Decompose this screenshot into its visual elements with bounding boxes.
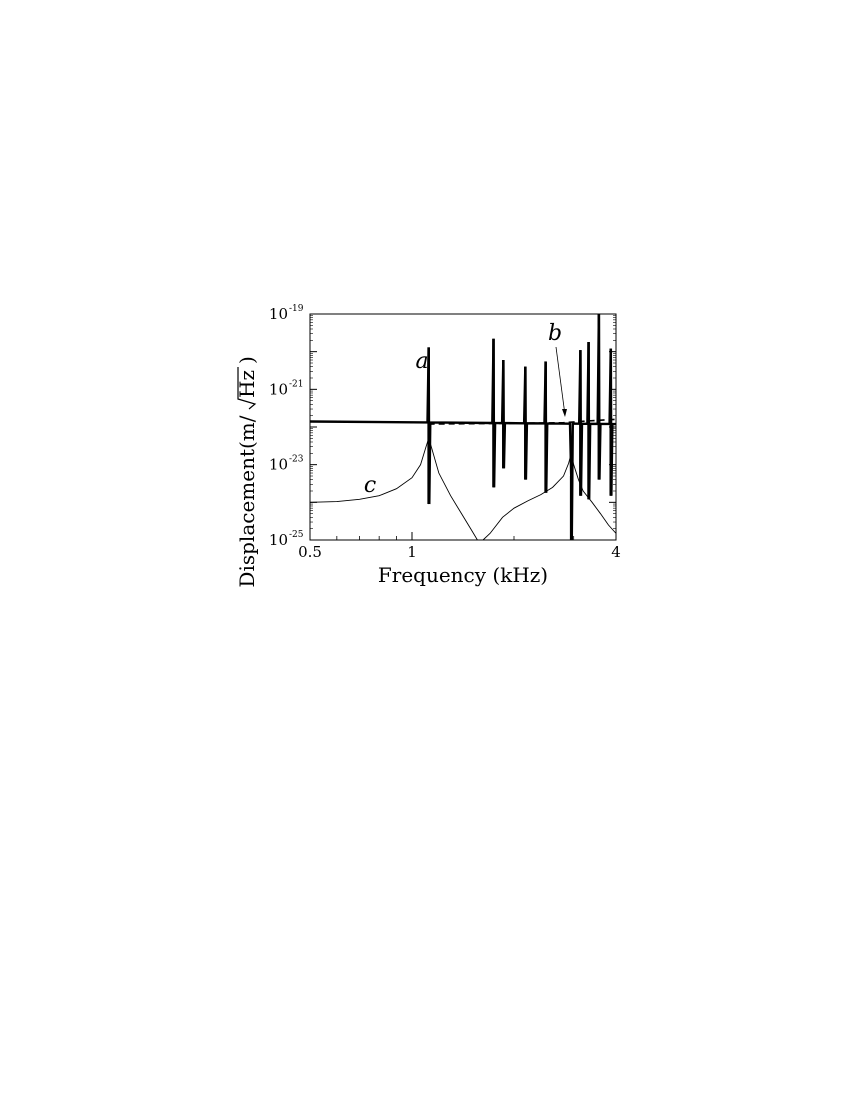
x-tick-label: 0.5 — [298, 543, 322, 561]
annotation-c: c — [364, 473, 376, 498]
series-layer — [309, 313, 617, 541]
y-tick-label: 10 — [269, 456, 288, 474]
series-b-dashed-line — [428, 418, 617, 425]
y-tick-label: 10 — [269, 305, 288, 323]
y-axis-label-unit-hz: Hz — [235, 370, 259, 398]
x-tick-label: 4 — [611, 543, 621, 561]
annotation-b: b — [548, 321, 562, 346]
x-tick-label: 1 — [407, 543, 417, 561]
y-axis-label-unit-close: ) — [235, 356, 259, 364]
series-c-line-3 — [482, 453, 617, 541]
annotation-b-arrow — [555, 346, 566, 416]
annotation-a: a — [415, 349, 428, 374]
y-tick-exponent: -21 — [289, 379, 304, 389]
y-tick-exponent: -25 — [289, 530, 304, 540]
y-tick-label: 10 — [269, 531, 288, 549]
y-axis-label: Displacement (m/ Hz ) — [235, 356, 259, 587]
y-tick-label: 10 — [269, 380, 288, 398]
annotation-b-arrowhead — [562, 409, 567, 417]
x-axis-label: Frequency (kHz) — [378, 563, 548, 587]
sqrt-sign-icon — [237, 367, 257, 410]
series-c-line-2 — [309, 436, 478, 541]
y-tick-exponent: -23 — [289, 455, 304, 465]
y-axis-label-unit-m: (m/ — [235, 415, 259, 449]
y-tick-exponent: -19 — [289, 304, 304, 314]
y-axis-label-prefix: Displacement — [235, 449, 259, 588]
